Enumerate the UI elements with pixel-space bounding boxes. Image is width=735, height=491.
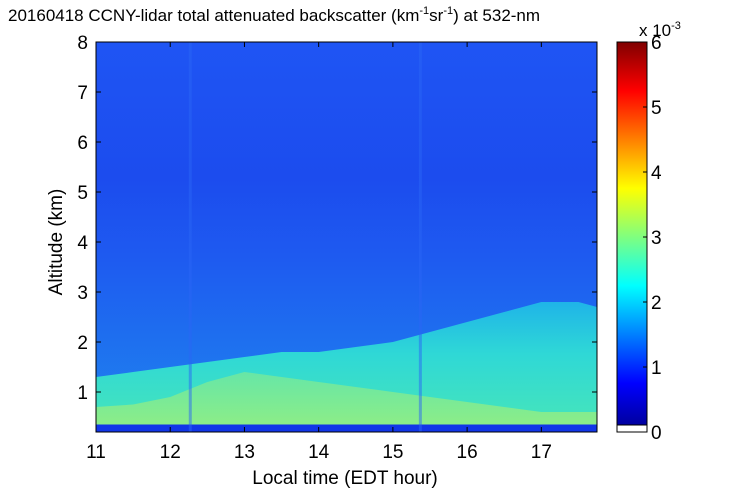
plot-area [96,42,597,432]
surface-band [96,424,597,432]
colorbar-tick-label: 6 [651,33,662,54]
x-tick-label: 11 [86,442,106,463]
y-tick-label: 8 [77,33,88,54]
colorbar-tick-label: 2 [651,293,662,314]
colorbar-ticks: 0 1 2 3 4 5 6 [616,33,662,444]
x-tick-label: 13 [234,442,255,463]
y-axis-label: Altitude (km) [46,189,67,296]
y-tick-label: 7 [77,83,88,104]
x-tick-label: 16 [457,442,478,463]
x-axis: 11 12 13 14 15 16 17 [86,42,552,463]
x-tick-label: 17 [531,442,552,463]
y-tick-label: 4 [77,233,88,254]
colorbar-tick-label: 0 [651,423,662,444]
colorbar-tick-label: 5 [651,98,662,119]
colorbar-tick-label: 4 [651,163,662,184]
colorbar-zero-swatch [616,424,648,433]
x-tick-label: 12 [160,442,181,463]
y-tick-label: 2 [77,333,88,354]
y-axis: 1 2 3 4 5 6 7 8 [77,33,597,404]
chart-title: 20160418 CCNY-lidar total attenuated bac… [8,5,540,25]
x-tick-label: 14 [308,442,330,463]
data-gap-stripe [188,42,192,432]
plot-frame [95,41,598,433]
y-tick-label: 6 [77,133,88,154]
y-tick-label: 5 [77,183,88,204]
x-axis-label: Local time (EDT hour) [252,468,438,489]
y-tick-label: 3 [77,283,88,304]
y-tick-label: 1 [77,383,88,404]
colorbar-multiplier: x 10-3 [639,20,681,40]
colorbar-tick-label: 1 [651,358,662,379]
x-tick-label: 15 [382,442,403,463]
colorbar [616,41,648,433]
aerosol-layer-region [96,372,597,432]
data-gap-stripe [418,42,422,432]
colorbar-tick-label: 3 [651,228,662,249]
